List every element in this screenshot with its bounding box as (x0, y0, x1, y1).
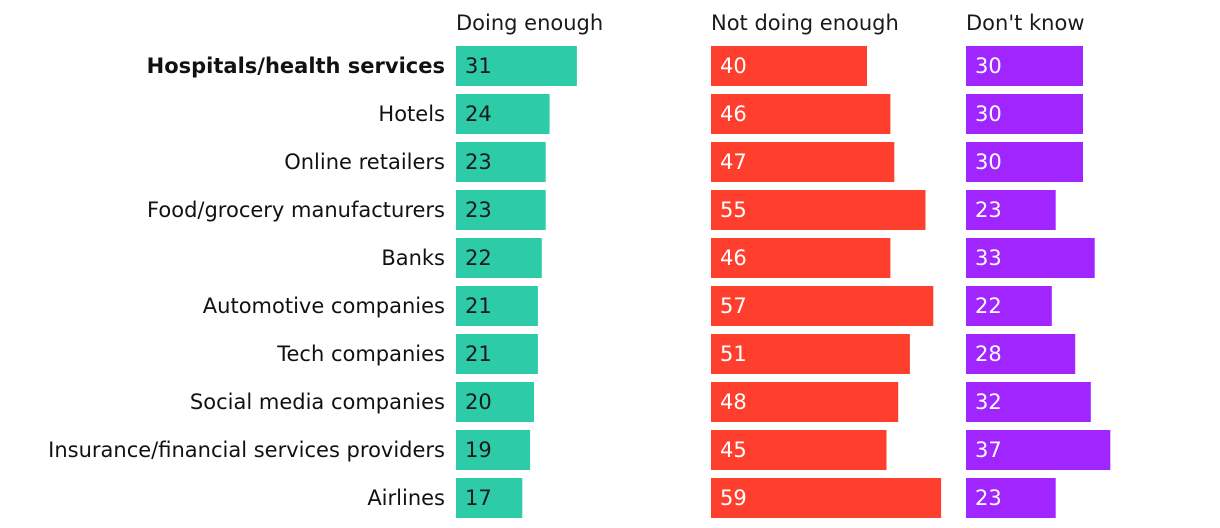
series-header-2: Don't know (966, 11, 1085, 35)
value-label-2-2: 30 (975, 150, 1002, 174)
value-label-0-8: 19 (465, 438, 492, 462)
bar-2-4 (966, 238, 1095, 278)
category-label-0: Hospitals/health services (147, 54, 445, 78)
category-label-6: Tech companies (276, 342, 445, 366)
series-header-1: Not doing enough (711, 11, 899, 35)
category-label-4: Banks (381, 246, 445, 270)
bar-2-5 (966, 286, 1052, 326)
bars: 31 40 30 24 46 30 23 47 30 23 55 23 22 46 33 21 57 22 21 51… (456, 46, 1111, 518)
bar-1-2 (711, 142, 895, 182)
value-label-1-1: 46 (720, 102, 747, 126)
value-label-1-8: 45 (720, 438, 747, 462)
bar-1-4 (711, 238, 891, 278)
bar-1-8 (711, 430, 887, 470)
series-header-0: Doing enough (456, 11, 603, 35)
value-label-2-6: 28 (975, 342, 1002, 366)
value-label-2-4: 33 (975, 246, 1002, 270)
bar-1-5 (711, 286, 934, 326)
category-label-7: Social media companies (190, 390, 445, 414)
value-label-1-7: 48 (720, 390, 747, 414)
value-label-0-5: 21 (465, 294, 492, 318)
category-label-8: Insurance/financial services providers (48, 438, 445, 462)
value-label-2-7: 32 (975, 390, 1002, 414)
value-label-2-9: 23 (975, 486, 1002, 510)
value-label-2-5: 22 (975, 294, 1002, 318)
value-label-1-9: 59 (720, 486, 747, 510)
bar-0-7 (456, 382, 534, 422)
category-label-3: Food/grocery manufacturers (147, 198, 445, 222)
value-label-1-2: 47 (720, 150, 747, 174)
bar-1-1 (711, 94, 891, 134)
bar-1-7 (711, 382, 899, 422)
value-label-0-7: 20 (465, 390, 492, 414)
value-label-0-0: 31 (465, 54, 492, 78)
bar-2-1 (966, 94, 1083, 134)
value-label-0-9: 17 (465, 486, 492, 510)
value-label-2-1: 30 (975, 102, 1002, 126)
bar-0-2 (456, 142, 546, 182)
category-labels: Hospitals/health services Hotels Online re… (48, 54, 445, 510)
bar-0-1 (456, 94, 550, 134)
value-label-1-5: 57 (720, 294, 747, 318)
bar-0-9 (456, 478, 523, 518)
value-label-1-3: 55 (720, 198, 747, 222)
bar-0-4 (456, 238, 542, 278)
category-label-1: Hotels (378, 102, 445, 126)
bar-0-5 (456, 286, 538, 326)
bar-2-7 (966, 382, 1091, 422)
value-label-2-3: 23 (975, 198, 1002, 222)
bar-0-8 (456, 430, 531, 470)
bar-2-0 (966, 46, 1083, 86)
bar-1-9 (711, 478, 942, 518)
category-label-2: Online retailers (284, 150, 445, 174)
category-label-9: Airlines (367, 486, 445, 510)
column-headers: Doing enough Not doing enough Don't know (456, 11, 1085, 35)
value-label-0-6: 21 (465, 342, 492, 366)
value-label-0-4: 22 (465, 246, 492, 270)
value-label-1-4: 46 (720, 246, 747, 270)
value-label-0-1: 24 (465, 102, 492, 126)
bar-0-3 (456, 190, 546, 230)
bar-0-6 (456, 334, 538, 374)
bar-1-3 (711, 190, 926, 230)
value-label-1-6: 51 (720, 342, 747, 366)
value-label-2-8: 37 (975, 438, 1002, 462)
category-label-5: Automotive companies (203, 294, 445, 318)
value-label-0-3: 23 (465, 198, 492, 222)
value-label-0-2: 23 (465, 150, 492, 174)
bar-2-2 (966, 142, 1083, 182)
value-label-2-0: 30 (975, 54, 1002, 78)
bar-2-3 (966, 190, 1056, 230)
bar-2-9 (966, 478, 1056, 518)
bar-1-0 (711, 46, 867, 86)
value-label-1-0: 40 (720, 54, 747, 78)
bar-2-8 (966, 430, 1111, 470)
bar-2-6 (966, 334, 1076, 374)
bar-1-6 (711, 334, 910, 374)
bar-0-0 (456, 46, 577, 86)
